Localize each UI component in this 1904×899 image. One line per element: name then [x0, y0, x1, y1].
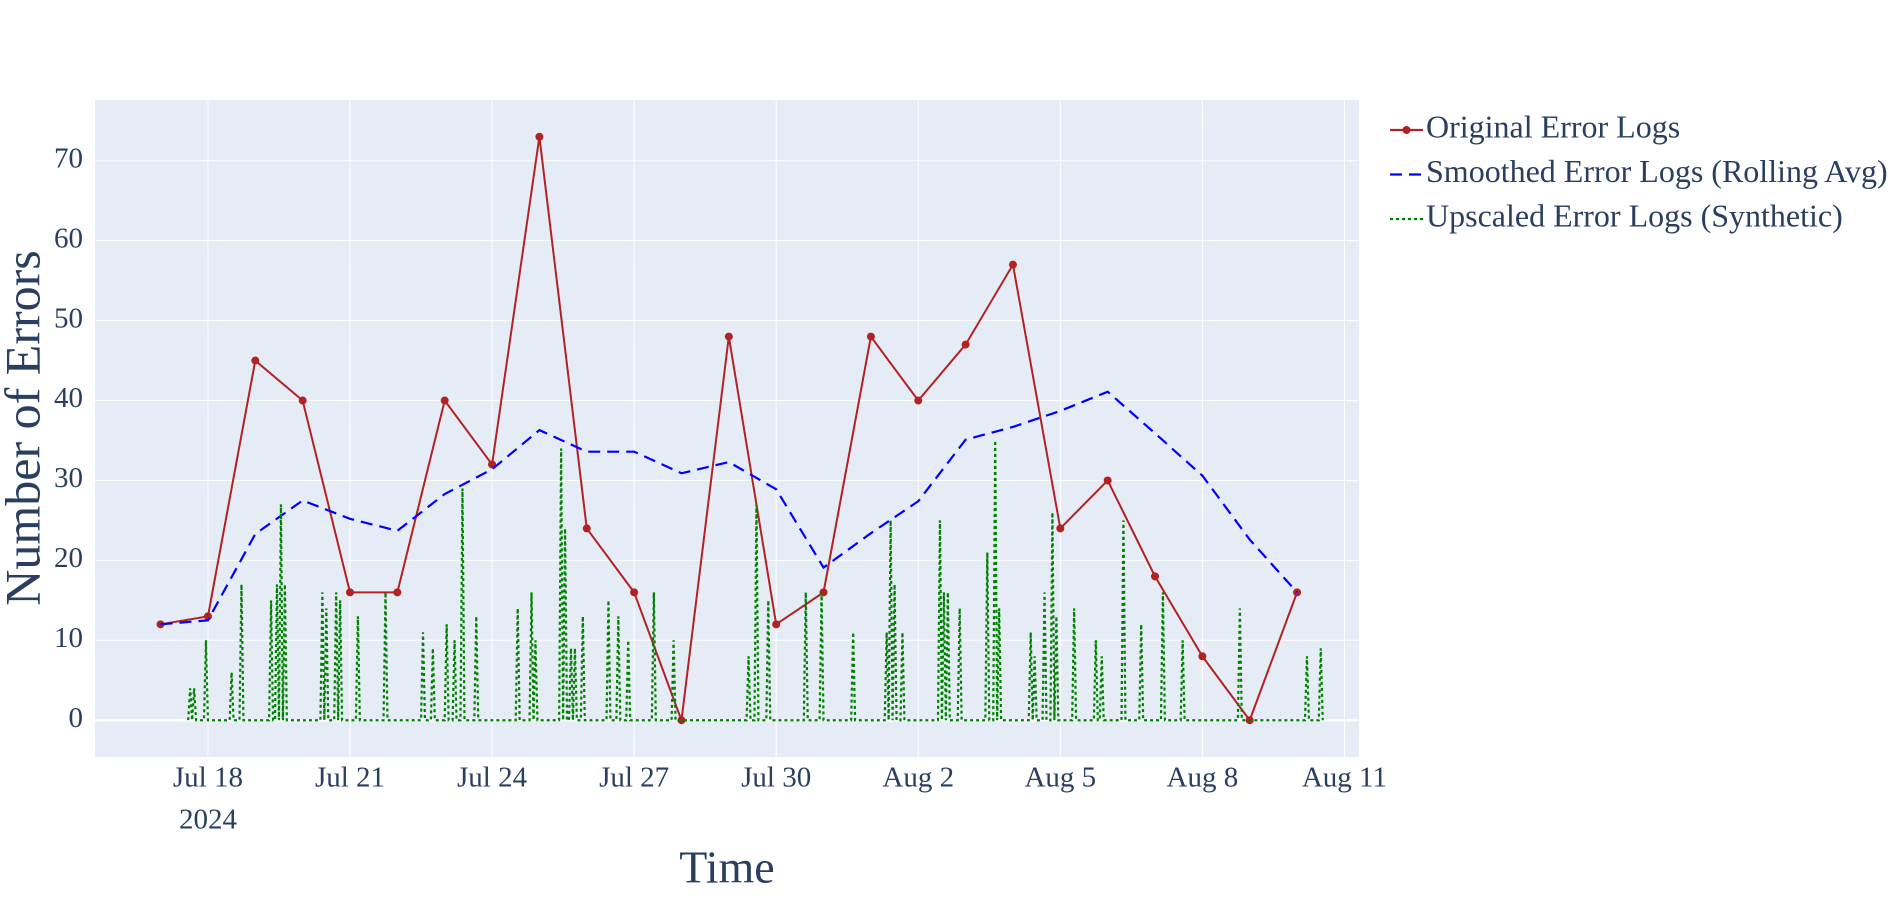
point-marker	[298, 396, 307, 405]
y-tick-label: 20	[54, 542, 83, 574]
point-marker	[914, 396, 923, 405]
legend-item: Upscaled Error Logs (Synthetic)	[1390, 197, 1843, 233]
point-marker	[866, 332, 875, 341]
y-axis-title: Number of Errors	[0, 250, 50, 605]
y-tick-label: 0	[69, 702, 84, 734]
point-marker	[630, 588, 639, 597]
legend-marker	[1402, 126, 1411, 134]
point-marker	[772, 620, 781, 629]
point-marker	[1008, 260, 1017, 269]
y-tick-label: 50	[54, 302, 83, 334]
x-tick-label: Jul 24	[457, 762, 528, 794]
x-axis-title: Time	[679, 842, 774, 893]
point-marker	[203, 612, 212, 621]
x-tick-label: Jul 18	[173, 762, 243, 794]
x-year-label: 2024	[179, 804, 238, 836]
point-marker	[961, 340, 970, 349]
y-tick-label: 60	[54, 222, 83, 254]
legend-label: Original Error Logs	[1426, 108, 1680, 144]
legend-label: Upscaled Error Logs (Synthetic)	[1426, 197, 1843, 233]
x-tick-label: Aug 5	[1024, 762, 1096, 794]
legend-item: Smoothed Error Logs (Rolling Avg)	[1390, 153, 1888, 189]
x-tick-label: Jul 27	[599, 762, 669, 794]
point-marker	[1103, 476, 1112, 485]
point-marker	[251, 356, 260, 365]
x-tick-label: Aug 11	[1302, 762, 1387, 794]
point-marker	[677, 716, 686, 725]
point-marker	[345, 588, 354, 597]
point-marker	[724, 332, 733, 341]
x-tick-label: Jul 21	[315, 762, 385, 794]
point-marker	[582, 524, 591, 533]
x-tick-label: Aug 8	[1167, 762, 1239, 794]
point-marker	[535, 132, 544, 141]
point-marker	[440, 396, 449, 405]
point-marker	[1198, 652, 1207, 661]
x-tick-label: Aug 2	[882, 762, 954, 794]
y-tick-label: 70	[54, 142, 83, 174]
series-line	[160, 390, 1298, 626]
x-tick-label: Jul 30	[741, 762, 811, 794]
y-tick-label: 30	[54, 462, 83, 494]
y-tick-label: 10	[54, 622, 83, 654]
y-tick-label: 40	[54, 382, 83, 414]
point-marker	[1056, 524, 1065, 533]
point-marker	[393, 588, 402, 597]
point-marker	[1151, 572, 1160, 581]
legend-label: Smoothed Error Logs (Rolling Avg)	[1426, 153, 1888, 189]
series-line	[187, 440, 1324, 722]
legend-item: Original Error Logs	[1390, 108, 1680, 144]
